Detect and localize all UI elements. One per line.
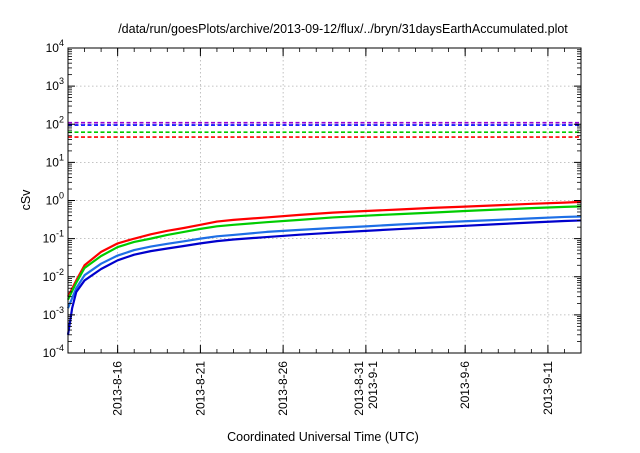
x-tick-label: 2013-9-6: [458, 361, 472, 409]
series-lines: [66, 200, 582, 335]
x-tick-label: 2013-8-31: [352, 361, 366, 416]
y-tick-label: 10-1: [43, 229, 64, 246]
y-tick-label: 104: [46, 38, 64, 55]
y-tick-label: 100: [46, 191, 64, 208]
chart-title: /data/run/goesPlots/archive/2013-09-12/f…: [118, 22, 568, 36]
y-tick-label: 103: [46, 76, 64, 93]
series-line: [66, 219, 582, 335]
y-tick-label: 10-4: [43, 343, 64, 360]
y-tick-label: 102: [46, 114, 64, 131]
y-axis-label: cSv: [19, 189, 33, 211]
series-line: [67, 200, 582, 298]
x-tick-label: 2013-8-26: [276, 361, 290, 416]
y-tick-label: 10-3: [43, 305, 64, 322]
x-axis-label: Coordinated Universal Time (UTC): [227, 430, 419, 444]
threshold-lines: [68, 121, 581, 138]
x-tick-label: 2013-9-1: [366, 361, 380, 409]
series-line: [66, 215, 582, 309]
grid: [68, 48, 581, 353]
ticks: 10-4 10-3 10-2 10-1 100 101 102 103 104 2013-8-16…: [43, 38, 582, 416]
series-line: [67, 205, 582, 301]
x-tick-label: 2013-8-21: [193, 361, 207, 416]
x-tick-label: 2013-9-11: [541, 361, 555, 415]
y-tick-label: 101: [46, 152, 64, 169]
x-tick-label: 2013-8-16: [111, 361, 125, 416]
y-tick-label: 10-2: [43, 267, 64, 284]
